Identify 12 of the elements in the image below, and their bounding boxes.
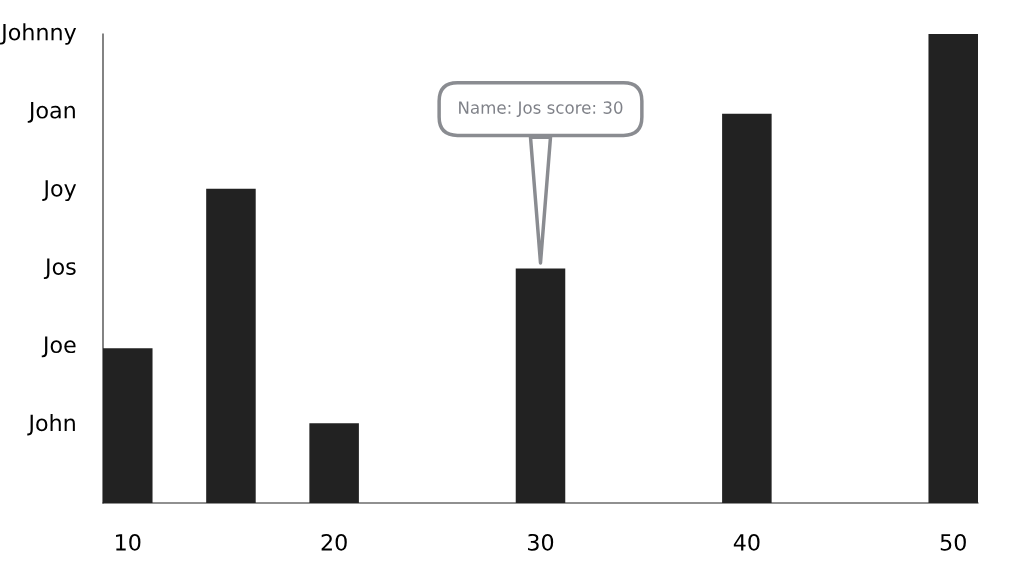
text: Joan xyxy=(27,102,75,123)
text: John xyxy=(27,414,75,436)
x-tick-label: 30 xyxy=(528,533,554,551)
text: Joy xyxy=(42,180,77,202)
annotation: Name: Jos score: 30 xyxy=(459,101,623,117)
x-tick-label: 40 xyxy=(733,533,760,551)
x-tick-label: 50 xyxy=(940,533,966,551)
text: Johnny xyxy=(0,23,77,45)
text: Joe xyxy=(41,336,76,358)
text: Jos xyxy=(43,258,76,280)
x-tick-label: 20 xyxy=(321,533,347,551)
x-tick-label: 10 xyxy=(116,533,141,551)
